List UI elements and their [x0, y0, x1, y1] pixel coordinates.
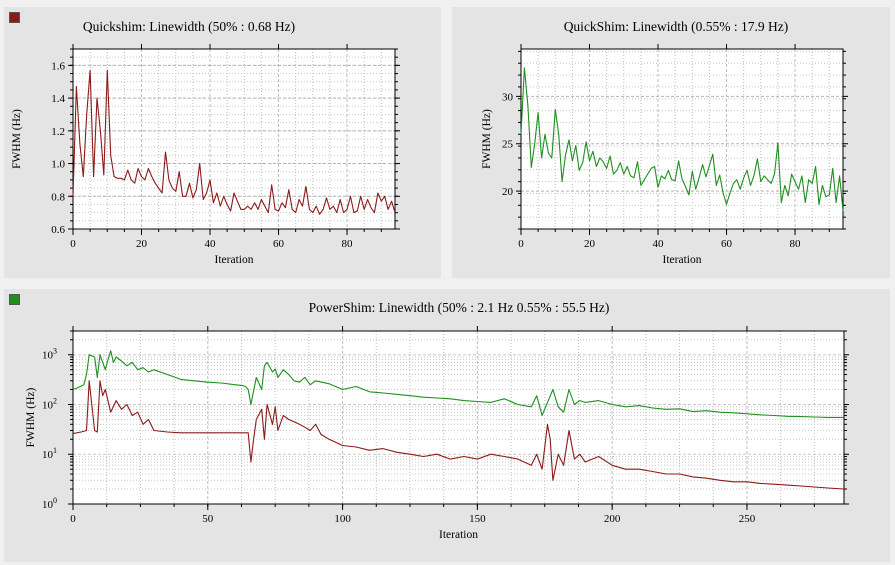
x-tick-label: 100 — [334, 513, 351, 525]
y-tick-label: 30 — [502, 91, 514, 103]
y-tick-label: 101 — [42, 446, 57, 461]
x-tick-label: 0 — [518, 238, 524, 250]
x-axis-label: Iteration — [439, 529, 478, 541]
y-axis-label: FWHM (Hz) — [11, 109, 23, 169]
series-line — [72, 350, 844, 418]
chart-title: PowerShim: Linewidth (50% : 2.1 Hz 0.55%… — [309, 300, 610, 315]
chart-quickshim-50: Quickshim: Linewidth (50% : 0.68 Hz) 0 20 4… — [11, 19, 400, 266]
x-tick-label: 50 — [202, 513, 214, 525]
x-tick-label: 250 — [739, 513, 756, 525]
x-tick-label: 80 — [790, 238, 802, 250]
series-color-marker — [9, 294, 20, 305]
series-color-marker — [9, 12, 20, 23]
plot-area — [73, 49, 395, 229]
series-line — [520, 67, 844, 212]
chart-panel-quickshim-055: QuickShim: Linewidth (0.55% : 17.9 Hz) 0 2… — [452, 7, 890, 278]
y-tick-label: 1.4 — [51, 93, 65, 105]
x-tick-label: 80 — [342, 238, 354, 250]
chart-panel-quickshim-50: Quickshim: Linewidth (50% : 0.68 Hz) 0 20 4… — [4, 7, 441, 278]
y-tick-label: 1.6 — [51, 60, 65, 72]
plot-frame — [520, 48, 844, 230]
chart-quickshim-055: QuickShim: Linewidth (0.55% : 17.9 Hz) 0 2… — [481, 19, 848, 266]
plot-area — [521, 49, 843, 229]
y-axis-label: FWHM (Hz) — [25, 387, 37, 447]
plot-area — [73, 331, 844, 504]
x-tick-label: 60 — [273, 238, 285, 250]
x-tick-label: 20 — [584, 238, 596, 250]
x-tick-label: 40 — [653, 238, 665, 250]
chart-title: Quickshim: Linewidth (50% : 0.68 Hz) — [83, 19, 295, 34]
chart-panel-powershim: PowerShim: Linewidth (50% : 2.1 Hz 0.55%… — [4, 289, 890, 562]
y-tick-label: 1.0 — [51, 159, 65, 171]
y-tick-label: 1.2 — [51, 126, 65, 138]
grid — [520, 49, 843, 230]
y-tick-label: 0.8 — [51, 191, 65, 203]
y-axis-label: FWHM (Hz) — [481, 109, 493, 169]
x-tick-label: 200 — [604, 513, 621, 525]
x-axis-label: Iteration — [663, 254, 702, 266]
y-tick-label: 103 — [42, 347, 57, 362]
series-line — [72, 69, 396, 215]
y-tick-label: 20 — [502, 186, 514, 198]
chart-title: QuickShim: Linewidth (0.55% : 17.9 Hz) — [564, 19, 789, 34]
x-tick-label: 150 — [469, 513, 486, 525]
chart-powershim: PowerShim: Linewidth (50% : 2.1 Hz 0.55%… — [25, 300, 849, 541]
x-tick-label: 0 — [70, 513, 76, 525]
x-axis-label: Iteration — [215, 254, 254, 266]
x-tick-label: 40 — [205, 238, 217, 250]
x-tick-label: 0 — [70, 238, 76, 250]
x-tick-label: 60 — [721, 238, 733, 250]
x-tick-label: 20 — [136, 238, 148, 250]
y-tick-label: 0.6 — [51, 224, 65, 236]
y-tick-label: 102 — [42, 396, 57, 411]
series-line — [72, 380, 845, 490]
y-tick-label: 25 — [502, 139, 514, 151]
y-tick-label: 100 — [42, 496, 57, 511]
